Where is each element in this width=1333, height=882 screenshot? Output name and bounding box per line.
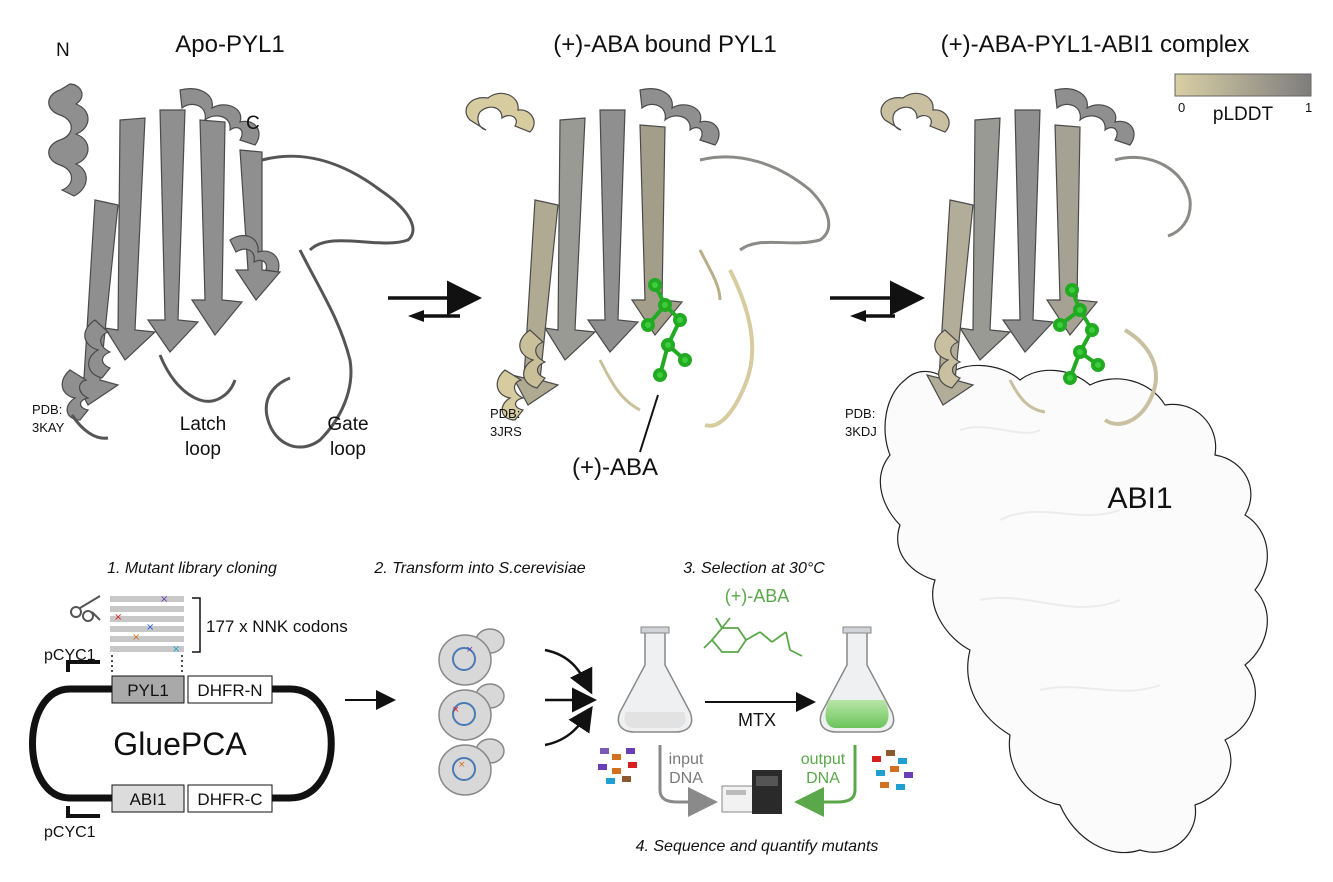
step4-heading: 4. Sequence and quantify mutants [636, 838, 879, 855]
mtx-label: MTX [738, 710, 776, 730]
bound-pdb-id: 3JRS [490, 424, 522, 439]
complex-pdb-id: 3KDJ [845, 424, 877, 439]
flask-input [617, 626, 693, 733]
svg-text:×: × [458, 760, 466, 770]
abi1-surface-label: ABI1 [1107, 482, 1172, 515]
yeast-mutation-marks: × × × [452, 645, 474, 770]
svg-text:×: × [114, 612, 122, 623]
gate-loop-label-1: Gate [327, 414, 368, 435]
apo-pyl1-structure [48, 83, 415, 449]
svg-text:×: × [452, 705, 460, 715]
n-term-label: N [56, 40, 70, 61]
apo-pdb-label: PDB: [32, 402, 62, 417]
bound-title: (+)-ABA bound PYL1 [553, 31, 776, 58]
pyl1-box-label: PYL1 [127, 681, 169, 700]
output-dna-label-1: output [801, 751, 846, 768]
complex-pyl1-structure [880, 88, 1192, 426]
input-dna-label-1: input [669, 751, 704, 768]
output-dna-label-2: DNA [806, 770, 840, 787]
complex-pdb-label: PDB: [845, 406, 875, 421]
promoter-bottom-glyph [66, 806, 100, 818]
step3-heading: 3. Selection at 30°C [683, 560, 825, 577]
input-dna-fragments [598, 748, 637, 784]
gate-loop-label-2: loop [330, 439, 366, 460]
svg-text:×: × [172, 644, 180, 655]
arrows-to-flask [544, 648, 597, 747]
aba-pointer-line [639, 394, 659, 453]
flask-output [819, 626, 895, 733]
input-dna-label-2: DNA [669, 770, 703, 787]
scissors-icon [70, 595, 101, 622]
equilibrium-arrows-2 [830, 280, 925, 322]
sequencer-icon [721, 770, 782, 814]
promoter-bottom-label: pCYC1 [44, 824, 96, 841]
dhfr-n-box-label: DHFR-N [197, 681, 262, 700]
colorbar-label: pLDDT [1213, 104, 1274, 125]
aba-compound-label: (+)-ABA [725, 586, 790, 606]
yeast-cells [438, 628, 505, 796]
plddt-colorbar: 0 pLDDT 1 [1174, 73, 1312, 125]
colorbar-max: 1 [1305, 100, 1312, 115]
aba-ligand-complex [1053, 283, 1105, 385]
codon-count-label: 177 x NNK codons [206, 617, 348, 636]
dhfr-c-box [187, 784, 273, 813]
c-term-label: C [246, 113, 260, 134]
abi1-surface [879, 364, 1268, 854]
mutant-library-strands: × × × × × [110, 594, 184, 655]
plasmid-backbone [29, 685, 335, 802]
output-dna-arrow [794, 745, 857, 817]
promoter-top-label: pCYC1 [44, 647, 96, 664]
svg-text:×: × [132, 632, 140, 643]
abi1-box [111, 784, 185, 813]
svg-text:×: × [160, 594, 168, 605]
abi1-box-label: ABI1 [130, 790, 167, 809]
codon-bracket [192, 597, 201, 653]
aba-ligand-label: (+)-ABA [572, 454, 658, 481]
input-dna-arrow [658, 745, 718, 817]
aba-structure-icon [703, 617, 803, 657]
pyl1-box [111, 675, 185, 704]
plasmid-label: GluePCA [113, 726, 247, 762]
bound-pdb-label: PDB: [490, 406, 520, 421]
apo-title: Apo-PYL1 [175, 31, 284, 58]
dhfr-n-box [187, 675, 273, 704]
latch-loop-label-2: loop [185, 439, 221, 460]
bound-pyl1-structure [465, 88, 831, 428]
dhfr-c-box-label: DHFR-C [197, 790, 262, 809]
svg-text:×: × [466, 645, 474, 655]
complex-title: (+)-ABA-PYL1-ABI1 complex [941, 31, 1250, 58]
step1-heading: 1. Mutant library cloning [107, 560, 277, 577]
promoter-top-glyph [66, 660, 100, 672]
step2-heading: 2. Transform into S.cerevisiae [373, 560, 585, 577]
output-dna-fragments [872, 750, 913, 790]
colorbar-min: 0 [1178, 100, 1185, 115]
latch-loop-label-1: Latch [180, 414, 226, 435]
apo-pdb-id: 3KAY [32, 420, 65, 435]
equilibrium-arrows-1 [388, 280, 482, 322]
aba-ligand-bound [641, 278, 692, 382]
svg-text:×: × [146, 622, 154, 633]
